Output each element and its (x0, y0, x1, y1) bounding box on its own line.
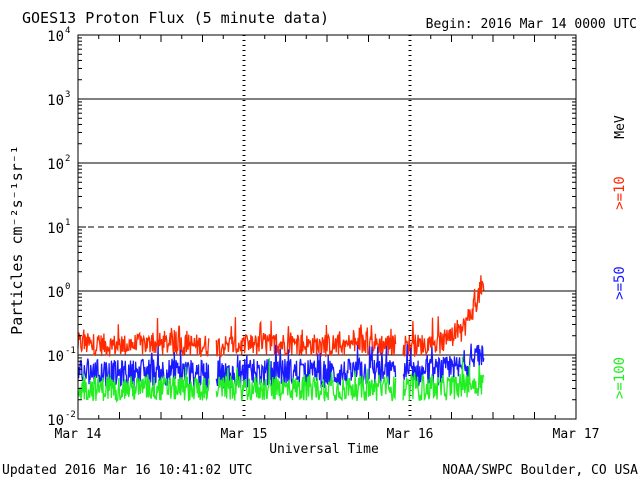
y-tick-label: 10 (47, 93, 64, 109)
x-axis-ticks: Mar 14 Mar 15 Mar 16 Mar 17 (55, 35, 600, 442)
y-tick-exponent: 1 (65, 218, 70, 228)
y-tick-label: 10 (47, 29, 64, 45)
y-tick-label: 10 (47, 349, 64, 365)
y-tick-exponent: 4 (65, 26, 70, 36)
series-line (77, 356, 485, 403)
x-tick-label: Mar 15 (221, 427, 268, 442)
series-line (77, 275, 485, 359)
y-tick-label: 10 (47, 285, 64, 301)
y-tick-exponent: 3 (65, 90, 70, 100)
begin-time-label: Begin: 2016 Mar 14 0000 UTC (426, 17, 637, 32)
y-tick-exponent: -2 (65, 410, 76, 420)
credit-label: NOAA/SWPC Boulder, CO USA (442, 463, 638, 478)
x-tick-label: Mar 16 (387, 427, 434, 442)
legend-item: >=50 (612, 266, 628, 300)
y-tick-label: 10 (47, 157, 64, 173)
legend-item: >=10 (612, 176, 628, 210)
y-axis-label: Particles cm⁻²s⁻¹sr⁻¹ (8, 145, 26, 335)
legend-item: >=100 (612, 357, 628, 399)
legend: MeV >=10 >=50 >=100 (612, 115, 628, 399)
y-tick-exponent: 0 (65, 282, 70, 292)
updated-timestamp: Updated 2016 Mar 16 10:41:02 UTC (2, 463, 252, 478)
chart-title: GOES13 Proton Flux (5 minute data) (22, 9, 329, 27)
y-tick-label: 10 (47, 413, 64, 429)
y-tick-label: 10 (47, 221, 64, 237)
legend-unit: MeV (613, 115, 628, 139)
plot-area (77, 34, 577, 420)
y-axis-title: Particles cm⁻²s⁻¹sr⁻¹ (8, 145, 26, 335)
y-tick-exponent: -1 (65, 346, 76, 356)
x-tick-label: Mar 14 (55, 427, 102, 442)
x-tick-label: Mar 17 (553, 427, 600, 442)
y-tick-exponent: 2 (65, 154, 70, 164)
x-axis-label: Universal Time (269, 442, 379, 457)
